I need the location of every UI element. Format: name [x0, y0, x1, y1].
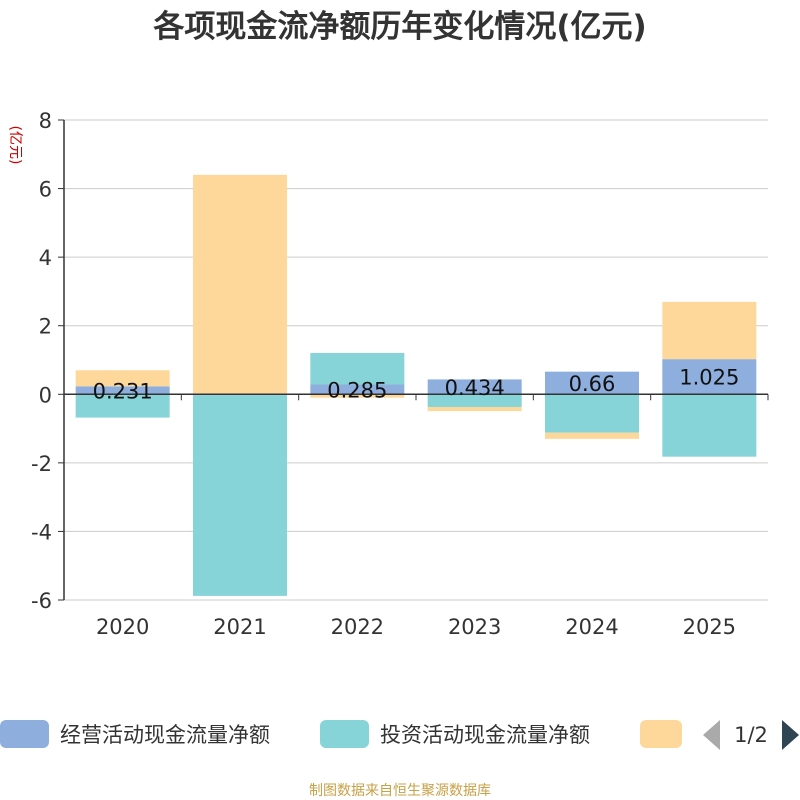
y-axis-unit-label: (亿元) [7, 126, 23, 165]
bar-segment[interactable] [310, 394, 405, 398]
bar-segment[interactable] [545, 371, 639, 395]
bar-value-label: 1.025 [679, 366, 739, 390]
legend-prev-page-icon[interactable] [703, 720, 720, 750]
data-source-note: 制图数据来自恒生聚源数据库 [309, 783, 491, 799]
y-tick-label: -6 [31, 589, 52, 613]
x-tick-label: 2021 [213, 615, 266, 639]
bar-segment[interactable] [75, 370, 170, 387]
legend-swatch-operating[interactable] [0, 720, 49, 748]
x-tick-label: 2020 [96, 615, 149, 639]
bar-value-label: 0.66 [569, 372, 616, 396]
x-tick-label: 2024 [565, 615, 618, 639]
y-tick-label: -4 [31, 520, 52, 544]
bar-segment[interactable] [75, 386, 170, 395]
bar-segment[interactable] [427, 379, 522, 395]
bar-segment[interactable] [545, 432, 639, 439]
bar-segment[interactable] [545, 394, 639, 433]
bar-segment[interactable] [193, 395, 287, 596]
bar-value-label: 0.231 [93, 379, 153, 403]
axes: -6 -4 -2 0 2 4 6 8 2020 2021 2022 2023 2024 2025 [31, 109, 769, 639]
y-tick-label: -2 [31, 452, 52, 476]
bar-segment[interactable] [662, 301, 757, 360]
y-tick-label: 8 [39, 109, 52, 133]
y-tick-label: 2 [39, 315, 52, 339]
x-tick-label: 2025 [683, 615, 736, 639]
legend-swatch-financing[interactable] [640, 720, 682, 748]
bar-segment[interactable] [75, 394, 170, 418]
y-tick-label: 4 [39, 246, 52, 270]
bars [75, 174, 757, 596]
bar-segment[interactable] [662, 394, 757, 457]
bar-value-label: 0.434 [445, 376, 505, 400]
y-tick-label: 6 [39, 178, 52, 202]
legend: 经营活动现金流量净额 投资活动现金流量净额 1/2 [0, 720, 799, 750]
legend-swatch-investing[interactable] [320, 720, 369, 748]
legend-label-operating[interactable]: 经营活动现金流量净额 [60, 723, 270, 747]
legend-label-investing[interactable]: 投资活动现金流量净额 [380, 723, 590, 747]
bar-segment[interactable] [310, 384, 405, 395]
bar-segment[interactable] [427, 406, 522, 412]
x-tick-label: 2022 [331, 615, 384, 639]
bar-labels: 0.231 0.285 0.434 0.66 1.025 [93, 366, 740, 404]
bar-value-label: 0.285 [327, 378, 387, 402]
legend-page-indicator: 1/2 [734, 723, 768, 747]
bar-segment[interactable] [427, 394, 522, 407]
legend-next-page-icon[interactable] [782, 720, 799, 750]
y-tick-label: 0 [39, 383, 52, 407]
bar-segment[interactable] [310, 352, 405, 385]
x-tick-label: 2023 [448, 615, 501, 639]
bar-segment[interactable] [662, 359, 757, 395]
chart-title: 各项现金流净额历年变化情况(亿元) [152, 9, 646, 45]
bar-segment[interactable] [193, 174, 287, 395]
grid-lines [64, 119, 768, 601]
